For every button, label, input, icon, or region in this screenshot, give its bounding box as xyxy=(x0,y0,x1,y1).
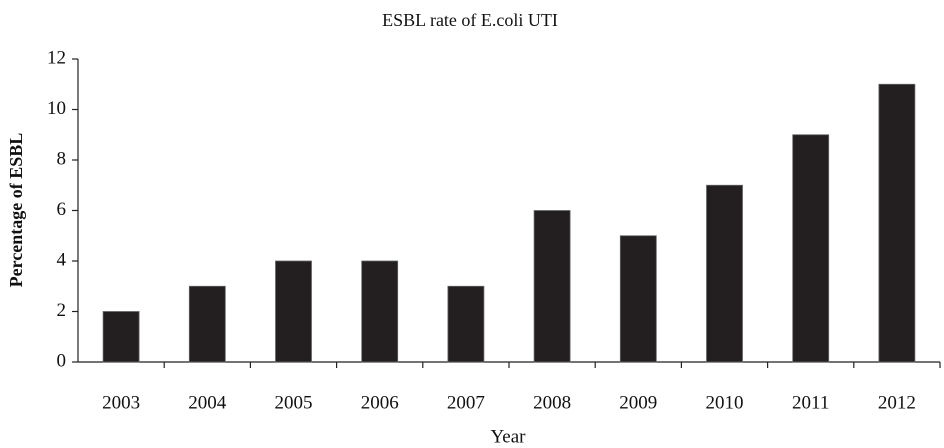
x-axis-label: Year xyxy=(490,426,526,447)
x-tick-label: 2006 xyxy=(361,392,399,413)
y-tick-label: 8 xyxy=(57,148,67,169)
y-tick-label: 12 xyxy=(47,47,66,68)
bar xyxy=(447,285,485,363)
y-axis-label: Percentage of ESBL xyxy=(6,133,26,288)
x-tick-label: 2009 xyxy=(619,392,657,413)
y-tick-label: 10 xyxy=(47,98,66,119)
bar xyxy=(878,83,916,363)
bar xyxy=(706,184,743,363)
bar xyxy=(275,260,312,363)
x-tick-label: 2011 xyxy=(792,392,829,413)
x-tick-label: 2005 xyxy=(275,392,313,413)
bar xyxy=(102,311,140,363)
y-tick-label: 6 xyxy=(57,199,67,220)
chart-title: ESBL rate of E.coli UTI xyxy=(382,10,558,30)
x-tick-label: 2003 xyxy=(102,392,140,413)
bar xyxy=(533,210,571,363)
x-tick-label: 2012 xyxy=(878,392,916,413)
x-tick-label: 2008 xyxy=(533,392,571,413)
bar xyxy=(188,285,226,363)
x-tick-label: 2004 xyxy=(188,392,227,413)
bar xyxy=(361,260,399,363)
y-tick-label: 2 xyxy=(57,300,67,321)
bar xyxy=(619,235,657,363)
y-tick-label: 4 xyxy=(57,249,67,270)
y-tick-label: 0 xyxy=(57,350,67,371)
x-tick-label: 2007 xyxy=(447,392,485,413)
x-tick-label: 2010 xyxy=(706,392,744,413)
bar xyxy=(792,134,830,363)
